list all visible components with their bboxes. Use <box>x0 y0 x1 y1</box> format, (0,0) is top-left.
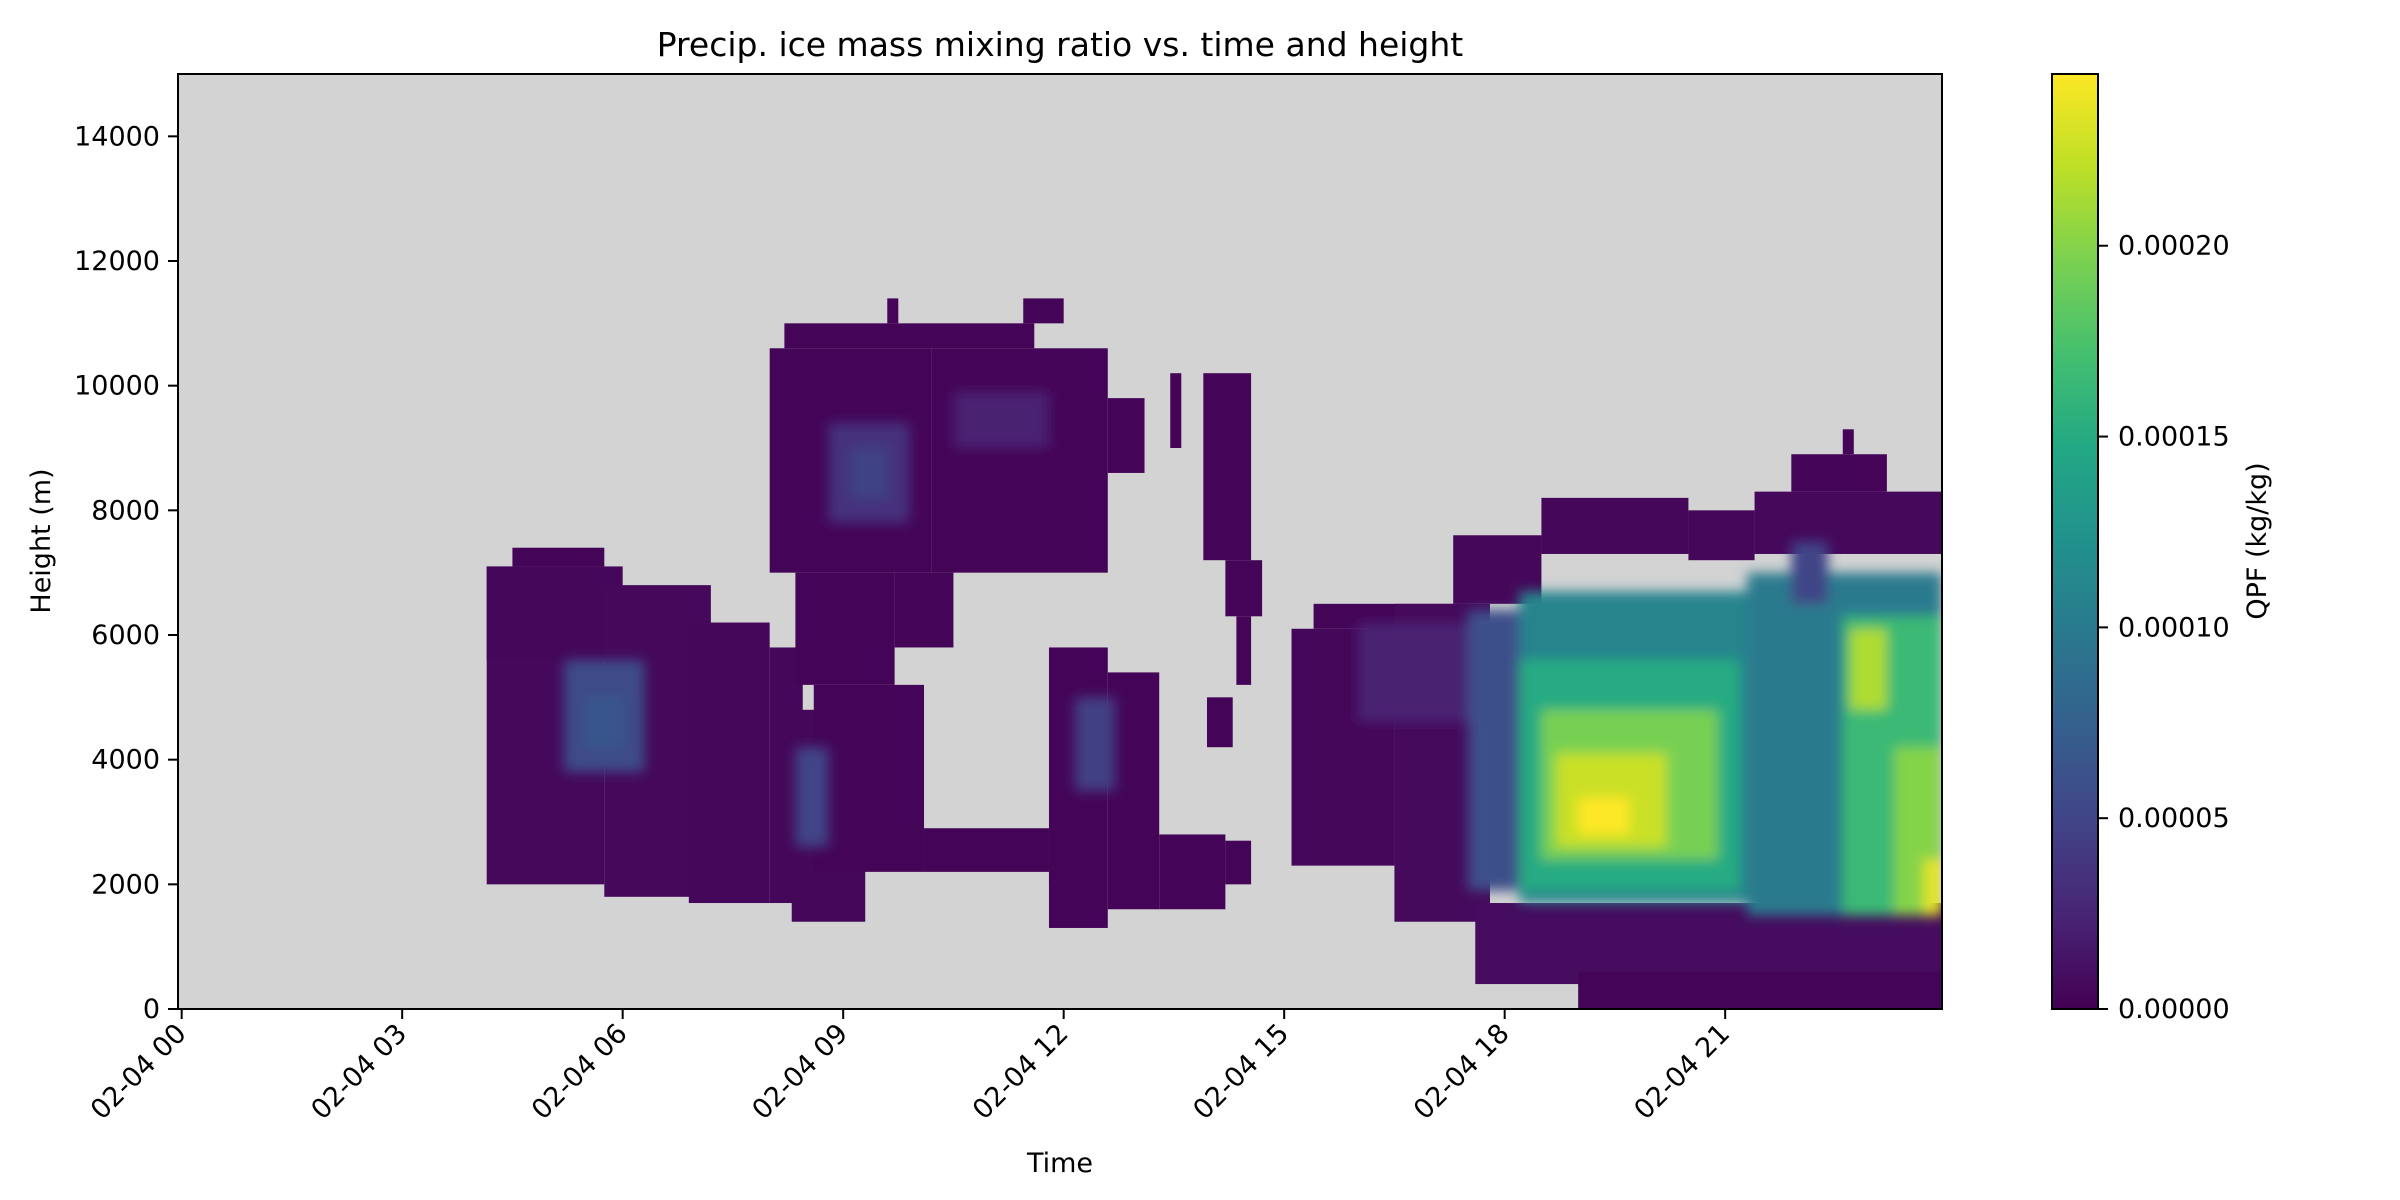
x-tick-label: 02-04 03 <box>305 1018 413 1126</box>
y-tick-label: 6000 <box>91 620 160 651</box>
x-tick-label: 02-04 09 <box>746 1018 854 1126</box>
heatmap-cell <box>1159 834 1226 910</box>
x-tick-label: 02-04 18 <box>1408 1018 1516 1126</box>
heatmap-cell <box>795 572 895 685</box>
heatmap-cell <box>512 547 605 567</box>
heatmap-cell <box>850 448 888 498</box>
y-tick-label: 4000 <box>91 745 160 776</box>
heatmap-cell <box>1541 497 1689 554</box>
heatmap-cell <box>688 622 770 904</box>
heatmap-cell <box>784 323 1035 349</box>
heatmap-cell <box>1475 903 1942 985</box>
y-axis-label: Height (m) <box>26 468 57 613</box>
heatmap-cell <box>585 697 623 748</box>
heatmap-cell <box>1023 298 1064 324</box>
x-axis-label: Time <box>1026 1148 1093 1179</box>
heatmap-cell <box>1791 454 1887 492</box>
heatmap-cell <box>813 684 925 872</box>
y-tick-label: 10000 <box>74 371 160 402</box>
heatmap-cell <box>1842 429 1854 455</box>
heatmap-cell <box>894 572 954 648</box>
y-tick-label: 14000 <box>74 121 160 152</box>
heatmap-cell <box>1357 622 1468 723</box>
plot-frame <box>177 73 1943 1010</box>
x-tick-label: 02-04 21 <box>1628 1018 1736 1126</box>
colorbar-tick-label: 0.00000 <box>2118 994 2230 1025</box>
colorbar-tick-label: 0.00010 <box>2118 612 2230 643</box>
x-axis: 02-04 00 02-04 03 02-04 06 02-04 09 02-04 12… <box>85 1009 1736 1126</box>
heatmap-cells <box>486 298 1942 1009</box>
heatmap-cell <box>1107 398 1145 473</box>
heatmap-cell <box>1850 628 1887 710</box>
heatmap-cell <box>953 391 1049 448</box>
heatmap-cell <box>1923 859 1942 916</box>
colorbar-tick-label: 0.00015 <box>2118 422 2230 453</box>
x-tick-label: 02-04 00 <box>85 1018 193 1126</box>
heatmap-cell <box>1207 697 1233 748</box>
heatmap-cell <box>795 747 829 847</box>
heatmap-cell <box>1791 541 1829 604</box>
x-tick-label: 02-04 15 <box>1187 1018 1295 1126</box>
x-tick-label: 02-04 06 <box>526 1018 634 1126</box>
heatmap-cell <box>931 348 1108 573</box>
colorbar <box>2052 74 2098 1009</box>
heatmap-cell <box>486 566 623 660</box>
heatmap-cell <box>924 828 1049 872</box>
chart-title: Precip. ice mass mixing ratio vs. time a… <box>657 25 1464 64</box>
heatmap-cell <box>887 298 899 324</box>
y-tick-label: 12000 <box>74 246 160 277</box>
heatmap-cell <box>1107 672 1160 910</box>
x-tick-label: 02-04 12 <box>967 1018 1075 1126</box>
y-axis: 0 2000 4000 6000 8000 10000 12000 14000 <box>74 121 178 1025</box>
heatmap-cell <box>1074 697 1116 791</box>
y-tick-label: 2000 <box>91 869 160 900</box>
heatmap-cell <box>1688 510 1755 561</box>
y-tick-label: 8000 <box>91 495 160 526</box>
heatmap-cell <box>1578 971 1942 1009</box>
heatmap-cell <box>1236 616 1252 685</box>
heatmap-cell <box>1225 560 1263 617</box>
heatmap-cell <box>1225 840 1252 885</box>
heatmap-cell <box>1754 491 1942 554</box>
colorbar-axis: 0.00000 0.00005 0.00010 0.00015 0.00020 <box>2098 231 2230 1025</box>
colorbar-frame <box>2051 73 2099 1010</box>
heatmap-cell <box>1578 797 1630 835</box>
colorbar-tick-label: 0.00020 <box>2118 231 2230 262</box>
heatmap-cell <box>1170 373 1182 448</box>
colorbar-tick-label: 0.00005 <box>2118 803 2230 834</box>
heatmap-cell <box>1203 373 1252 561</box>
colorbar-label: QPF (kg/kg) <box>2242 462 2273 619</box>
y-tick-label: 0 <box>143 994 160 1025</box>
